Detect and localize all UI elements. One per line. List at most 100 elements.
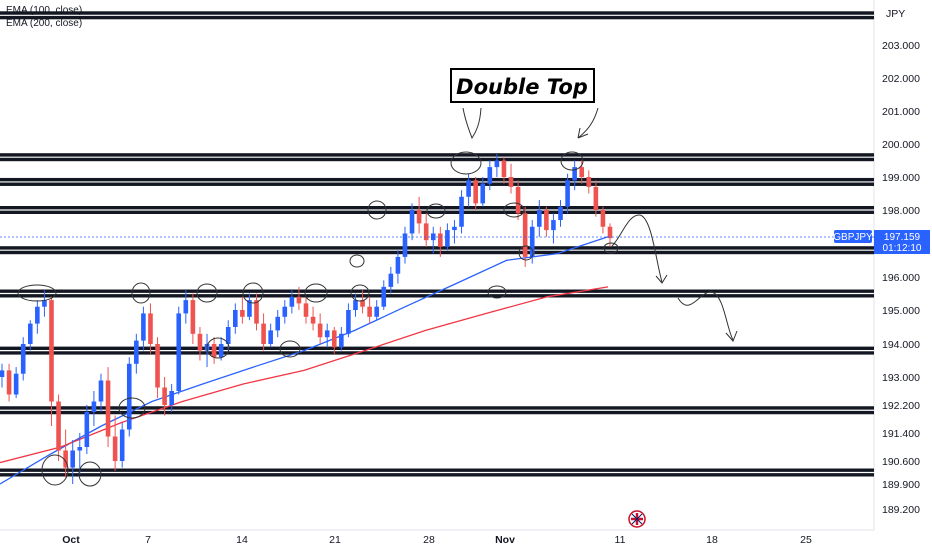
candle-body[interactable] — [119, 429, 125, 462]
candles — [0, 153, 613, 484]
candle-body[interactable] — [586, 177, 592, 187]
candle-body[interactable] — [91, 401, 97, 413]
candle-body[interactable] — [261, 323, 266, 344]
candle-body[interactable] — [42, 300, 47, 307]
candle-body[interactable] — [565, 180, 570, 207]
candle-body[interactable] — [353, 300, 358, 310]
candle-body[interactable] — [551, 220, 556, 231]
candle-body[interactable] — [268, 330, 273, 344]
candle-body[interactable] — [218, 344, 224, 358]
candle-body[interactable] — [466, 180, 471, 197]
candle-body[interactable] — [183, 300, 189, 314]
candle-body[interactable] — [105, 380, 111, 437]
candle-body[interactable] — [423, 223, 429, 241]
candle-body[interactable] — [324, 330, 330, 338]
candle-body[interactable] — [593, 186, 599, 210]
candle-body[interactable] — [515, 186, 521, 214]
candle-body[interactable] — [98, 380, 104, 402]
candle-body[interactable] — [190, 300, 196, 334]
candle-body[interactable] — [529, 226, 535, 257]
candle-body[interactable] — [402, 233, 408, 257]
candle-body[interactable] — [438, 233, 443, 247]
legend-ema-100[interactable]: EMA (100, close) — [6, 5, 82, 16]
candle-body[interactable] — [331, 330, 337, 348]
candle-body[interactable] — [381, 286, 387, 307]
candle-body[interactable] — [508, 177, 514, 187]
candle-body[interactable] — [247, 300, 252, 317]
candle-body[interactable] — [303, 303, 309, 317]
candle-body[interactable] — [296, 296, 302, 304]
candle-body[interactable] — [155, 344, 160, 388]
candle-body[interactable] — [459, 196, 464, 227]
candle-body[interactable] — [13, 373, 19, 395]
candle-body[interactable] — [225, 327, 231, 344]
candle-body[interactable] — [141, 313, 146, 341]
candle-body[interactable] — [395, 256, 401, 274]
candle-body[interactable] — [56, 401, 61, 451]
candle-body[interactable] — [494, 160, 500, 168]
candle-body[interactable] — [20, 344, 26, 374]
candle-body[interactable] — [289, 296, 295, 307]
candle-body[interactable] — [487, 167, 493, 184]
candle-body[interactable] — [77, 447, 83, 451]
top-pointer-1 — [462, 107, 482, 140]
candle-body[interactable] — [0, 370, 5, 377]
sketch-circle — [41, 454, 69, 486]
candle-body[interactable] — [254, 300, 259, 324]
candle-body[interactable] — [162, 387, 167, 406]
candle-body[interactable] — [473, 180, 478, 204]
candle-body[interactable] — [480, 183, 486, 204]
candle-body[interactable] — [317, 323, 323, 338]
candle-body[interactable] — [607, 226, 613, 239]
uk-flag-icon[interactable] — [628, 510, 646, 528]
candle-body[interactable] — [6, 370, 12, 395]
candle-body[interactable] — [63, 450, 68, 468]
candle-body[interactable] — [35, 306, 40, 324]
candle-body[interactable] — [310, 316, 316, 324]
candle-body[interactable] — [452, 226, 457, 231]
ema-100-line[interactable] — [0, 236, 609, 485]
candle-body[interactable] — [169, 391, 174, 405]
candle-body[interactable] — [572, 167, 577, 181]
candle-body[interactable] — [148, 313, 153, 344]
candle-body[interactable] — [409, 210, 415, 234]
annotation-box[interactable] — [450, 68, 595, 103]
candle-body[interactable] — [579, 167, 585, 177]
candle-body[interactable] — [445, 230, 450, 247]
legend-ema-200[interactable]: EMA (200, close) — [6, 18, 82, 29]
candle-body[interactable] — [27, 323, 33, 344]
candle-body[interactable] — [501, 160, 507, 178]
candle-body[interactable] — [558, 206, 563, 221]
candle-body[interactable] — [537, 210, 542, 227]
candle-body[interactable] — [49, 300, 54, 402]
candle-body[interactable] — [126, 363, 132, 430]
candle-body[interactable] — [211, 344, 217, 358]
candle-body[interactable] — [388, 273, 394, 287]
x-axis-ticks: Oct 7 14 21 28 Nov 11 18 25 — [62, 534, 812, 546]
candle-body[interactable] — [240, 310, 245, 317]
candle-body[interactable] — [176, 313, 182, 391]
candle-body[interactable] — [70, 450, 75, 468]
candle-body[interactable] — [346, 310, 351, 334]
candle-body[interactable] — [360, 300, 365, 307]
candle-body[interactable] — [416, 210, 422, 224]
sketch-circle — [196, 283, 218, 303]
candle-body[interactable] — [84, 412, 90, 447]
candle-body[interactable] — [367, 306, 372, 317]
sketch-circle — [17, 284, 57, 302]
candle-body[interactable] — [134, 340, 139, 364]
candle-body[interactable] — [233, 310, 238, 327]
candle-body[interactable] — [282, 306, 288, 317]
candle-body[interactable] — [522, 213, 528, 257]
y-tick-label: 202.000 — [882, 73, 920, 85]
sketch-circle — [349, 254, 365, 268]
candle-body[interactable] — [339, 333, 344, 348]
candle-body[interactable] — [544, 210, 549, 231]
candle-body[interactable] — [197, 333, 203, 351]
candle-body[interactable] — [112, 436, 118, 462]
candle-body[interactable] — [600, 210, 606, 227]
candle-body[interactable] — [275, 316, 281, 331]
ema-200-line[interactable] — [0, 286, 609, 464]
candle-body[interactable] — [374, 306, 379, 317]
